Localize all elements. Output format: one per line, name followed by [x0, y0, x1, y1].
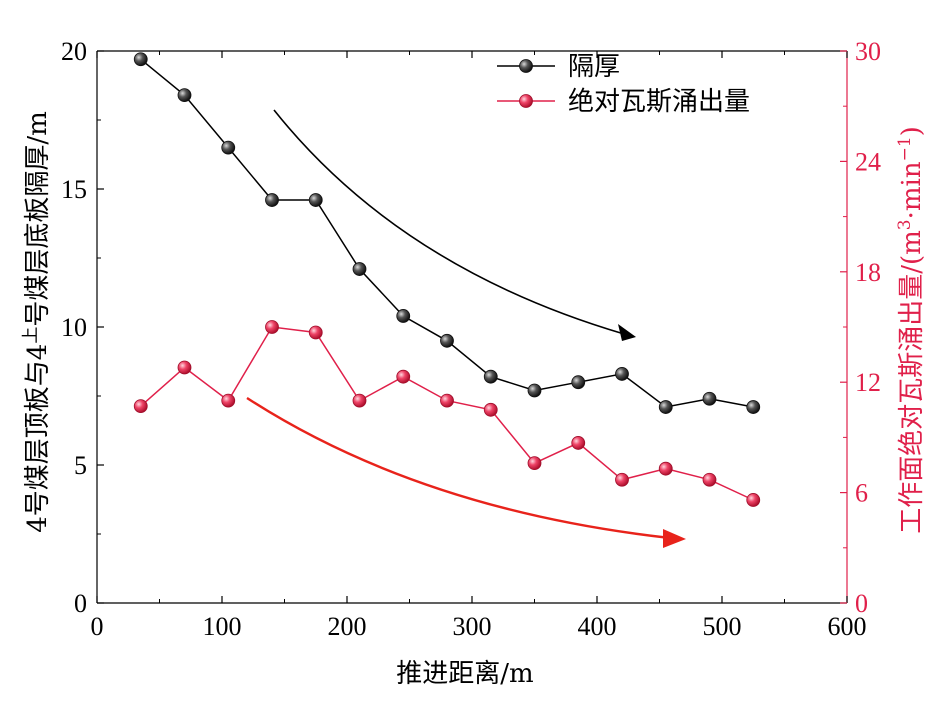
x-tick-label: 200	[328, 612, 367, 641]
x-tick-label: 600	[828, 612, 867, 641]
right-tick-label: 30	[855, 37, 881, 66]
x-tick-label: 100	[203, 612, 242, 641]
left-tick-label: 20	[61, 37, 87, 66]
data-point-1	[571, 436, 586, 450]
data-point-0	[352, 262, 367, 276]
data-point-0	[571, 375, 586, 390]
right-tick-label: 18	[855, 258, 881, 287]
x-axis-title: 推进距离/m	[396, 659, 533, 689]
right-axis-title: 工作面绝对瓦斯涌出量/(m3·min−1)	[895, 126, 927, 534]
data-point-0	[396, 309, 411, 323]
data-point-1	[615, 472, 629, 487]
x-tick-label: 400	[578, 612, 617, 641]
data-point-0	[265, 193, 279, 207]
legend-item-gas: 绝对瓦斯涌出量	[497, 87, 750, 117]
trend-arrows	[246, 109, 686, 548]
trend-arrow-black-head	[618, 324, 636, 341]
data-point-0	[221, 140, 236, 155]
data-point-1	[133, 399, 148, 414]
x-tick-label: 0	[91, 612, 104, 641]
trend-arrow-black	[273, 109, 625, 335]
data-point-0	[483, 369, 498, 384]
right-tick-label: 6	[855, 479, 868, 508]
trend-arrow-red	[246, 396, 671, 540]
left-tick-label: 10	[61, 313, 87, 342]
data-point-1	[658, 461, 673, 476]
data-point-1	[177, 360, 192, 375]
data-point-0	[658, 400, 673, 414]
legend-marker-gas	[519, 94, 533, 108]
series-layer	[133, 52, 761, 507]
left-axis-title: 4号煤层顶板与4上号煤层底板隔厚/m	[21, 111, 53, 533]
legend-item-thickness: 隔厚	[497, 52, 620, 82]
data-point-1	[440, 393, 454, 408]
trend-arrow-red-head	[663, 529, 686, 548]
data-point-0	[308, 193, 323, 207]
data-point-1	[352, 393, 367, 408]
data-point-1	[527, 456, 542, 471]
right-tick-label: 12	[855, 368, 881, 397]
data-point-0	[177, 88, 192, 103]
data-point-0	[746, 400, 761, 414]
data-point-1	[702, 472, 717, 487]
legend-marker-thickness	[519, 59, 533, 73]
right-tick-label: 0	[855, 589, 868, 618]
data-point-0	[527, 383, 542, 398]
left-tick-label: 15	[61, 175, 87, 204]
data-point-0	[440, 333, 454, 348]
data-point-0	[702, 391, 717, 406]
data-point-1	[265, 320, 279, 334]
data-point-0	[133, 52, 148, 67]
x-tick-label: 300	[453, 612, 492, 641]
data-point-0	[615, 367, 629, 381]
right-tick-label: 24	[855, 147, 881, 176]
data-point-1	[483, 402, 498, 417]
data-point-1	[746, 493, 761, 507]
data-point-1	[396, 369, 411, 384]
x-tick-label: 500	[703, 612, 742, 641]
data-point-1	[308, 325, 323, 340]
legend-label-gas: 绝对瓦斯涌出量	[568, 87, 750, 117]
legend: 隔厚 绝对瓦斯涌出量	[497, 52, 750, 117]
left-tick-label: 5	[74, 451, 87, 480]
left-tick-label: 0	[74, 589, 87, 618]
data-point-1	[221, 393, 236, 408]
legend-label-thickness: 隔厚	[568, 52, 620, 82]
